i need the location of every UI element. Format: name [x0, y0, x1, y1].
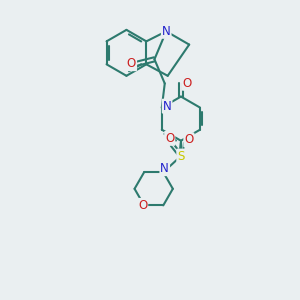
- Text: N: N: [163, 100, 172, 112]
- Text: S: S: [177, 149, 184, 163]
- Text: O: O: [183, 77, 192, 90]
- Text: O: O: [138, 199, 147, 212]
- Text: O: O: [127, 57, 136, 70]
- Text: O: O: [184, 133, 194, 146]
- Text: N: N: [160, 162, 169, 175]
- Text: O: O: [165, 132, 174, 145]
- Text: N: N: [162, 25, 171, 38]
